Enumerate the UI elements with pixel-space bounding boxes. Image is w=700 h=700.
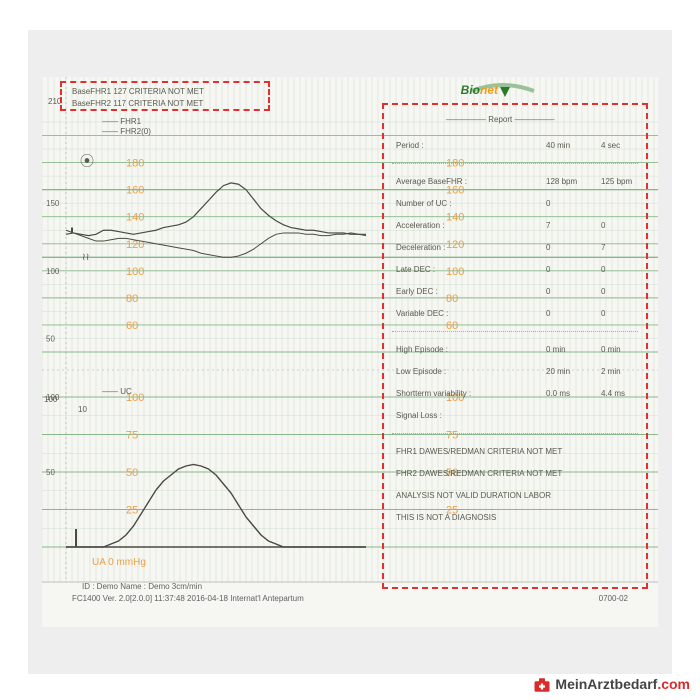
legend-uc: —— UC [102,387,132,396]
right-code: 0700-02 [599,594,628,603]
footer-line2: FC1400 Ver. 2.0[2.0.0] 11:37:48 2016-04-… [72,594,304,603]
ua-label: UA 0 mmHg [92,557,146,568]
medkit-icon [533,676,551,694]
uc-10: 10 [78,405,87,414]
annot-dot: ⦿ [80,151,94,171]
footer-line1: ID : Demo Name : Demo 3cm/min [82,582,202,591]
brand-logo: Bionet [461,83,498,97]
image-frame: 6080100120140160180501001502550751005010… [28,30,672,674]
annot-ww: ≀≀ [82,252,90,263]
highlight-box-report [382,103,648,589]
watermark-text: MeinArztbedarf [555,676,657,692]
legend-fhr1: —— FHR1 [102,117,141,126]
highlight-box-header [60,81,270,111]
watermark: MeinArztbedarf.com [533,676,690,694]
uc-100: 100 [44,395,57,404]
ctg-paper: 6080100120140160180501001502550751005010… [42,77,658,627]
watermark-domain: .com [657,676,690,692]
legend-fhr2: —— FHR2(0) [102,127,151,136]
